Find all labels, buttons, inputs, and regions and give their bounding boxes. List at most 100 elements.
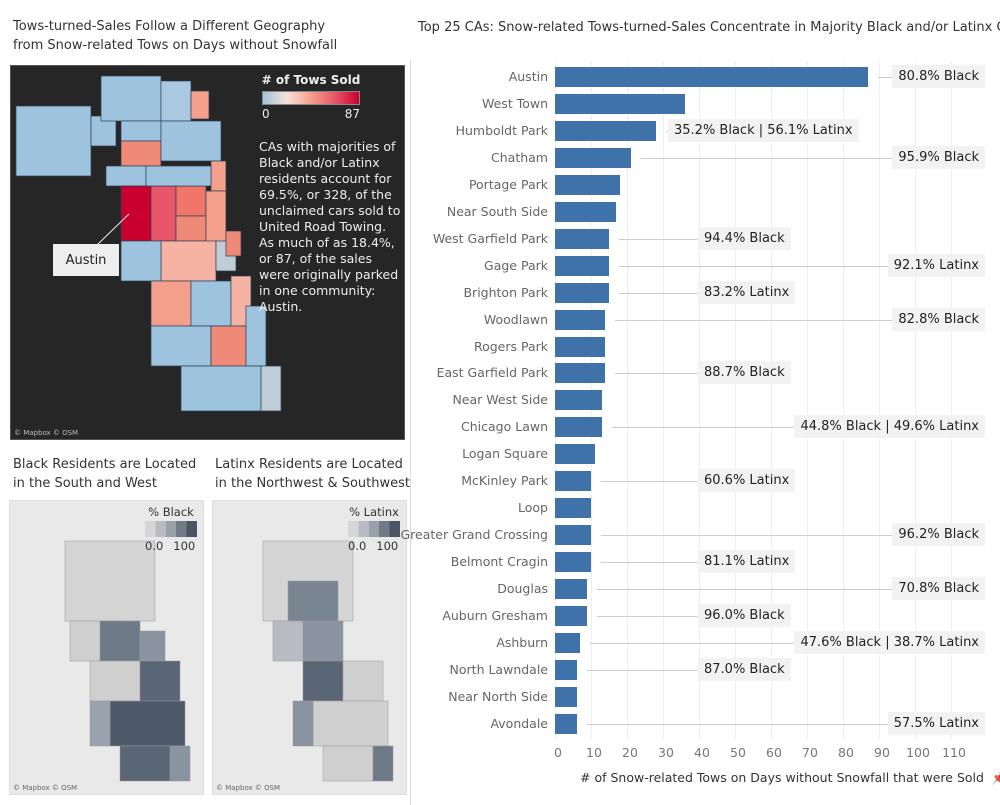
latinx-legend-max: 100 — [376, 539, 399, 553]
annotation-label: 96.0% Black — [698, 604, 791, 627]
gridline — [699, 62, 700, 740]
annotation-connector — [619, 238, 698, 240]
annotation-connector — [601, 535, 892, 537]
bar-label: Rogers Park — [473, 338, 548, 354]
bar-label: Gage Park — [484, 257, 548, 273]
bar[interactable] — [555, 255, 609, 276]
pin-icon[interactable]: 📌 — [991, 770, 1000, 785]
bar[interactable] — [555, 606, 588, 626]
tows-legend-gradient — [262, 91, 360, 105]
bar[interactable] — [555, 363, 606, 384]
bar-label: Humboldt Park — [455, 122, 548, 138]
annotation-label: 44.8% Black | 49.6% Latinx — [794, 415, 985, 439]
annotation-connector — [878, 77, 892, 78]
bar[interactable] — [555, 713, 577, 734]
x-tick-label: 0 — [554, 745, 562, 760]
annotation-connector — [619, 292, 698, 294]
black-legend: % Black 0.0 100 — [145, 505, 197, 553]
bar[interactable] — [555, 471, 591, 492]
tows-sold-map[interactable]: # of Tows Sold 0 87 CAs with majorities … — [10, 65, 405, 440]
annotation-connector — [586, 669, 698, 671]
bar[interactable] — [555, 632, 581, 653]
bar[interactable] — [555, 336, 606, 357]
bar-label: Logan Square — [462, 446, 548, 462]
map-note: CAs with majorities of Black and/or Lati… — [259, 139, 401, 314]
gridline — [951, 62, 952, 740]
x-tick-label: 100 — [906, 745, 930, 760]
annotation-label: 94.4% Black — [698, 226, 791, 250]
gridline — [771, 62, 772, 740]
latinx-map-title-line1: Latinx Residents are Located — [215, 457, 403, 472]
bar[interactable] — [555, 309, 606, 330]
bar[interactable] — [555, 120, 656, 141]
bar-label: Chatham — [491, 149, 548, 165]
bar[interactable] — [555, 579, 588, 600]
annotation-label: 80.8% Black — [892, 65, 985, 88]
bar[interactable] — [555, 67, 869, 87]
x-tick-label: 10 — [586, 745, 602, 760]
tows-sold-map-shapes — [15, 75, 282, 412]
bar[interactable] — [555, 201, 617, 222]
bar[interactable] — [555, 228, 609, 249]
bar[interactable] — [555, 282, 609, 303]
bar[interactable] — [555, 93, 685, 114]
latinx-legend-min: 0.0 — [348, 539, 367, 553]
bar[interactable] — [555, 659, 577, 680]
bar[interactable] — [555, 174, 620, 195]
bar[interactable] — [555, 686, 577, 707]
bar[interactable] — [555, 390, 602, 411]
x-axis-label: # of Snow-related Tows on Days without S… — [580, 770, 984, 785]
left-title-line2: from Snow-related Tows on Days without S… — [13, 38, 338, 53]
map-credit: © Mapbox © OSM — [14, 429, 79, 437]
latinx-map[interactable]: % Latinx 0.0 100 © Mapbox © OSM — [212, 500, 407, 795]
gridline — [879, 62, 880, 740]
black-legend-title: % Black — [148, 505, 194, 519]
bar[interactable] — [555, 444, 595, 465]
callout-line — [95, 213, 130, 247]
bar[interactable] — [555, 498, 591, 519]
black-legend-max: 100 — [173, 539, 196, 553]
annotation-connector — [597, 589, 892, 591]
x-tick-label: 110 — [942, 745, 966, 760]
annotation-label: 92.1% Latinx — [887, 253, 985, 277]
annotation-label: 47.6% Black | 38.7% Latinx — [794, 630, 985, 654]
bar[interactable] — [555, 525, 591, 546]
annotation-connector — [590, 642, 794, 644]
bar-label: Auburn Gresham — [442, 608, 548, 623]
x-tick-label: 30 — [658, 745, 674, 760]
bar[interactable] — [555, 147, 631, 168]
annotation-connector — [611, 427, 794, 429]
x-tick-label: 70 — [802, 745, 818, 760]
x-tick-label: 20 — [622, 745, 638, 760]
x-tick-label: 40 — [694, 745, 710, 760]
bar-label: Belmont Cragin — [450, 554, 548, 570]
bar-label: McKinley Park — [461, 473, 548, 489]
bar-label: Near West Side — [452, 392, 548, 408]
x-tick-label: 60 — [766, 745, 782, 760]
annotation-label: 82.8% Black — [892, 307, 985, 331]
black-map[interactable]: % Black 0.0 100 © Mapbox © OSM — [9, 500, 204, 795]
bar-label: Loop — [518, 500, 548, 516]
latinx-legend-scale — [348, 521, 400, 537]
bar[interactable] — [555, 417, 602, 438]
annotation-connector — [619, 265, 888, 267]
bar-label: West Garfield Park — [432, 230, 548, 246]
annotation-connector — [601, 562, 698, 564]
annotation-label: 95.9% Black — [892, 145, 985, 169]
annotation-label: 83.2% Latinx — [698, 280, 796, 304]
annotation-label: 70.8% Black — [892, 577, 985, 601]
tows-legend-title: # of Tows Sold — [261, 73, 361, 87]
bar-label: Austin — [508, 69, 548, 84]
black-map-title-line1: Black Residents are Located — [13, 457, 197, 472]
latinx-map-title: Latinx Residents are Located in the Nort… — [215, 455, 410, 493]
bar-label: Woodlawn — [483, 311, 548, 327]
annotation-label: 81.1% Latinx — [698, 550, 796, 574]
annotation-label: 88.7% Black — [698, 361, 791, 385]
bar[interactable] — [555, 552, 591, 573]
black-map-shapes — [64, 540, 191, 782]
black-legend-scale — [145, 521, 197, 537]
annotation-connector — [640, 157, 892, 159]
gridline — [735, 62, 736, 740]
latinx-legend: % Latinx 0.0 100 — [348, 505, 400, 553]
bar-label: Douglas — [497, 581, 548, 597]
